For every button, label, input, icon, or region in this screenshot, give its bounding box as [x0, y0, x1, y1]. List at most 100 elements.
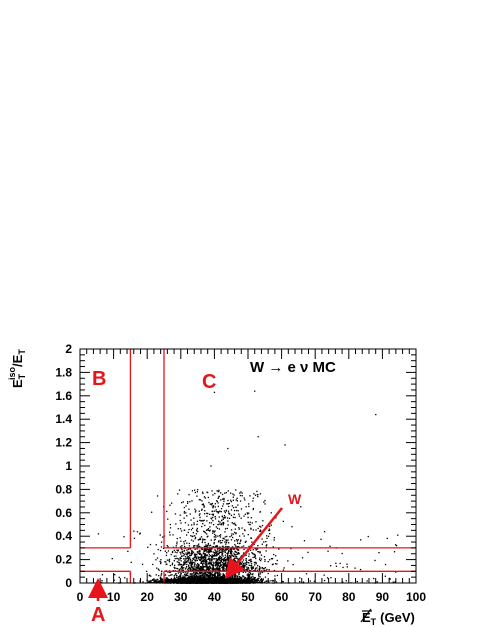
scatter-point	[226, 552, 228, 554]
scatter-point	[184, 580, 186, 582]
scatter-point	[259, 573, 262, 575]
scatter-point	[216, 562, 218, 564]
scatter-point	[182, 578, 184, 580]
scatter-point	[178, 576, 180, 578]
scatter-point	[224, 577, 226, 580]
scatter-point	[185, 552, 187, 554]
scatter-point	[235, 579, 238, 581]
scatter-point	[215, 575, 217, 577]
scatter-point	[262, 579, 264, 581]
scatter-point	[190, 548, 192, 550]
scatter-point	[168, 575, 170, 577]
scatter-point	[195, 578, 197, 581]
scatter-point	[217, 573, 219, 576]
scatter-point	[152, 579, 154, 581]
scatter-point	[196, 579, 198, 582]
scatter-point	[201, 548, 204, 551]
scatter-point	[250, 576, 252, 578]
scatter-point	[201, 571, 203, 573]
scatter-point	[193, 567, 195, 569]
scatter-point	[199, 577, 201, 579]
scatter-point	[217, 550, 219, 552]
scatter-point	[166, 545, 168, 547]
scatter-point	[221, 575, 223, 578]
scatter-point	[188, 567, 190, 569]
scatter-point	[148, 580, 150, 582]
scatter-point	[241, 566, 243, 568]
scatter-point	[173, 575, 175, 577]
scatter-point	[204, 561, 206, 563]
scatter-point	[218, 557, 220, 559]
scatter-point	[188, 577, 191, 579]
scatter-point	[159, 560, 161, 563]
scatter-point	[179, 580, 181, 582]
scatter-point	[251, 579, 253, 581]
scatter-point	[194, 548, 196, 550]
scatter-point	[252, 578, 254, 580]
scatter-point	[275, 581, 278, 583]
scatter-point	[177, 549, 179, 551]
scatter-point	[224, 550, 226, 552]
scatter-point	[204, 574, 206, 576]
scatter-point	[275, 555, 277, 557]
scatter-point	[243, 581, 245, 583]
scatter-point	[221, 550, 223, 552]
scatter-point	[195, 568, 197, 570]
scatter-point	[256, 548, 258, 550]
scatter-point	[186, 573, 188, 575]
scatter-point	[160, 559, 162, 561]
scatter-point	[209, 579, 211, 582]
scatter-point	[184, 575, 187, 577]
scatter-point	[230, 553, 232, 555]
scatter-point	[251, 580, 254, 582]
scatter-point	[210, 578, 212, 580]
scatter-point	[257, 577, 259, 580]
scatter-point	[199, 573, 201, 575]
scatter-point	[173, 566, 175, 568]
scatter-point	[192, 553, 194, 555]
scatter-point	[205, 557, 207, 559]
scatter-point	[204, 550, 206, 552]
scatter-point	[193, 561, 195, 563]
scatter-point	[208, 558, 210, 560]
scatter-point	[183, 576, 186, 578]
scatter-point	[190, 562, 193, 564]
scatter-point	[186, 577, 188, 579]
scatter-point	[186, 565, 188, 568]
scatter-point	[255, 561, 257, 563]
scatter-point	[202, 568, 204, 571]
scatter-point	[167, 546, 169, 548]
scatter-point	[268, 569, 270, 571]
scatter-point	[231, 579, 233, 581]
scatter-point	[203, 579, 205, 581]
scatter-point	[175, 580, 177, 582]
scatter-point	[181, 576, 184, 579]
scatter-point	[182, 575, 184, 577]
scatter-point	[187, 567, 190, 570]
scatter-point	[214, 578, 216, 581]
scatter-point	[179, 576, 181, 579]
scatter-point	[160, 562, 162, 565]
scatter-point	[202, 561, 205, 563]
scatter-point	[244, 579, 246, 581]
scatter-point	[223, 577, 225, 579]
scatter-point	[182, 580, 184, 582]
scatter-point	[246, 579, 248, 581]
scatter-point	[207, 562, 210, 565]
scatter-point	[211, 576, 213, 578]
scatter-point	[170, 581, 172, 583]
scatter-point	[179, 574, 181, 576]
scatter-point	[204, 575, 206, 577]
scatter-point	[258, 581, 260, 583]
scatter-point	[213, 579, 215, 582]
scatter-point	[165, 554, 168, 557]
scatter-point	[190, 580, 192, 582]
scatter-point	[171, 574, 173, 576]
scatter-point	[223, 567, 225, 569]
scatter-point	[224, 546, 227, 548]
scatter-point	[237, 571, 239, 574]
scatter-point	[206, 568, 208, 570]
scatter-point	[250, 561, 252, 563]
scatter-point	[223, 560, 225, 562]
scatter-point	[200, 560, 203, 563]
